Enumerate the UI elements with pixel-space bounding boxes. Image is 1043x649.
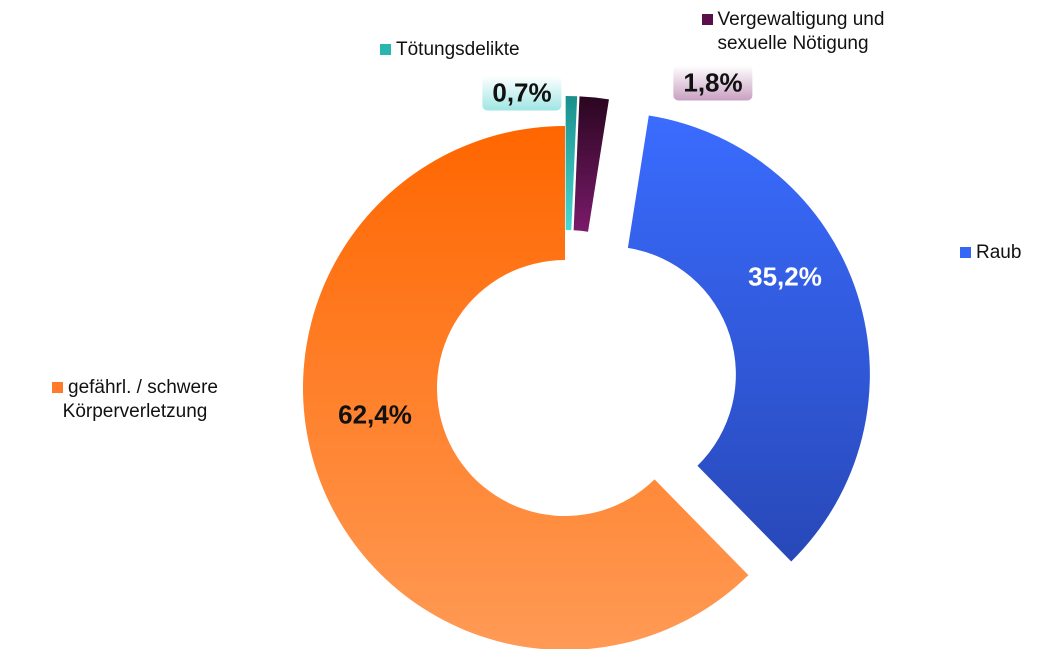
legend-entry: gefährl. / schwere Körperverletzung xyxy=(15,376,255,424)
donut-slice xyxy=(303,126,749,649)
legend-marker xyxy=(960,247,971,258)
legend-marker xyxy=(701,14,713,25)
legend-marker xyxy=(52,382,64,393)
legend-marker xyxy=(380,44,391,55)
legend-label: gefährl. / schwere Körperverletzung xyxy=(62,377,218,422)
legend-entry: Raub xyxy=(960,241,1021,265)
legend-label: Vergewaltigung und sexuelle Nötigung xyxy=(717,9,885,54)
donut-slice xyxy=(627,115,870,562)
donut-slice xyxy=(573,96,609,232)
data-label: 62,4% xyxy=(338,399,412,430)
legend-entry: Tötungsdelikte xyxy=(380,38,520,62)
legend-label: Tötungsdelikte xyxy=(396,39,520,60)
data-label: 1,8% xyxy=(673,65,753,101)
legend-label: Raub xyxy=(976,242,1022,263)
data-label: 35,2% xyxy=(748,261,822,292)
donut-slice xyxy=(565,96,578,231)
legend-entry: Vergewaltigung und sexuelle Nötigung xyxy=(668,8,918,56)
data-label: 0,7% xyxy=(482,75,562,111)
